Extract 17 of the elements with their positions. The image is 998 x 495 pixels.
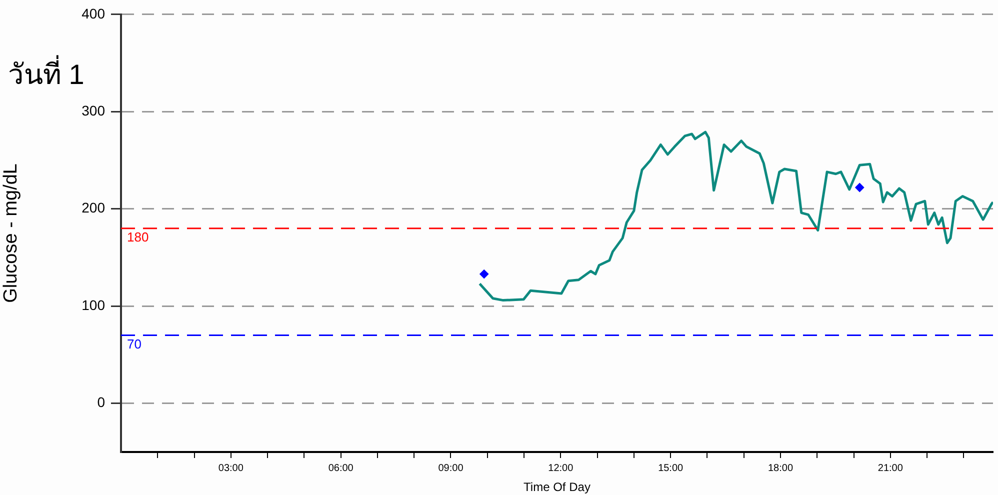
x-tick-label: 15:00 xyxy=(658,462,684,474)
x-tick-label: 03:00 xyxy=(218,462,244,474)
x-tick-label: 18:00 xyxy=(768,462,794,474)
y-tick-label: 0 xyxy=(97,394,106,410)
y-tick-label: 200 xyxy=(82,200,106,216)
x-tick-label: 12:00 xyxy=(548,462,574,474)
x-axis-title: Time Of Day xyxy=(524,480,590,494)
y-tick-label: 400 xyxy=(82,5,106,22)
y-axis-title: Glucose - mg/dL xyxy=(0,163,22,303)
x-tick-label: 06:00 xyxy=(328,462,354,474)
x-tick-label: 21:00 xyxy=(878,462,904,474)
x-tick-label: 09:00 xyxy=(438,462,464,474)
text: วันที่ 1 xyxy=(8,54,84,92)
y-tick-label: 300 xyxy=(82,102,106,119)
ref-line-label: 70 xyxy=(127,336,142,352)
y-tick-label: 100 xyxy=(82,296,106,313)
ref-line-label: 180 xyxy=(127,229,149,244)
